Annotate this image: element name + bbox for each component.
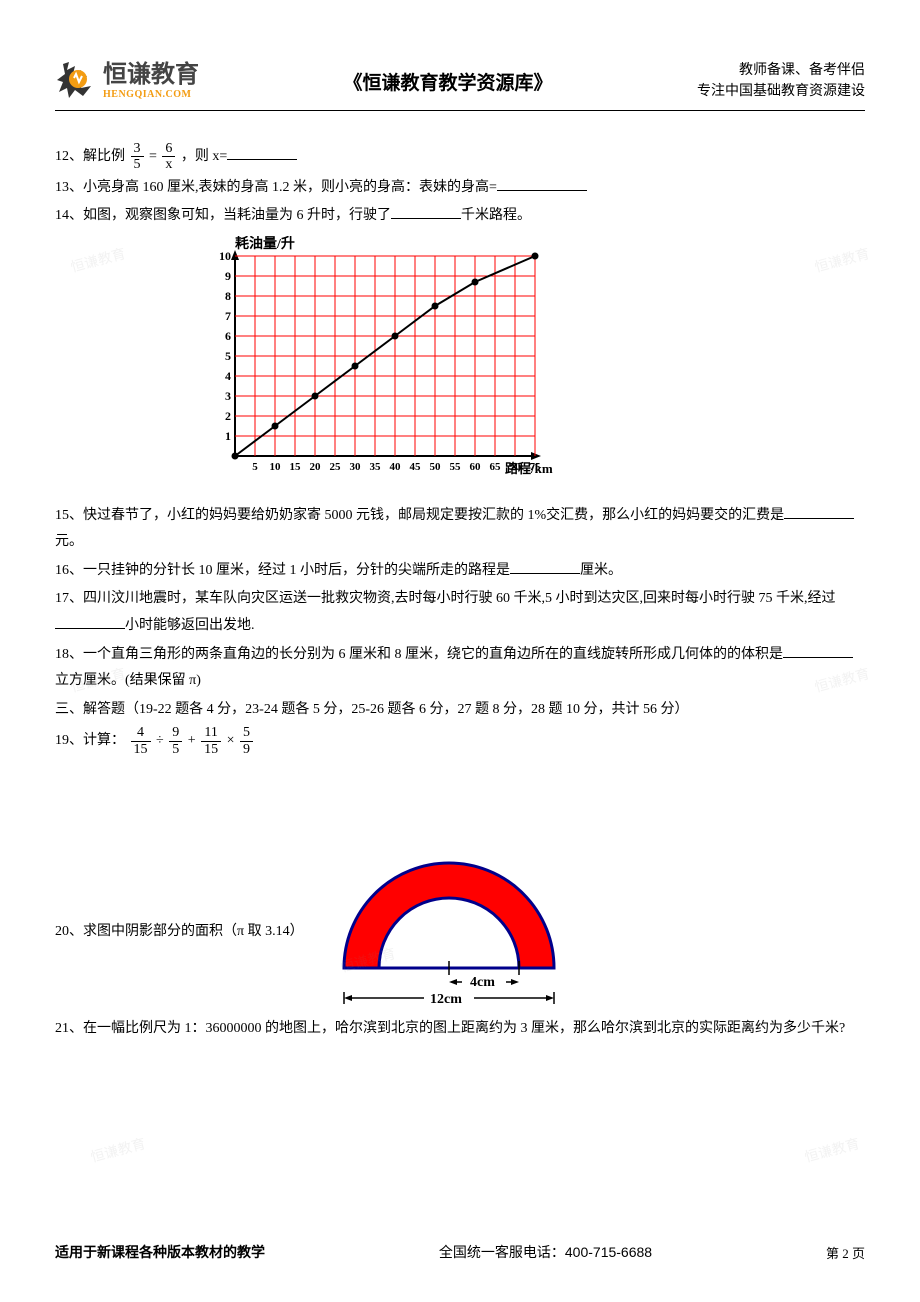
question-15: 15、快过春节了，小红的妈妈要给奶奶家寄 5000 元钱，邮局规定要按汇款的 1… [55, 503, 865, 556]
logo-subtitle: HENGQIAN.COM [103, 89, 199, 100]
svg-text:50: 50 [430, 461, 442, 473]
svg-text:2: 2 [225, 409, 231, 423]
svg-text:45: 45 [410, 461, 422, 473]
y-axis-label: 耗油量/升 [235, 236, 295, 252]
logo-text: 恒谦教育 HENGQIAN.COM [103, 62, 199, 99]
fraction: 59 [240, 725, 253, 757]
svg-text:4: 4 [225, 369, 231, 383]
inner-label: 4cm [470, 975, 495, 990]
fraction-6-x: 6x [162, 141, 175, 173]
svg-text:8: 8 [225, 289, 231, 303]
annulus-shape [344, 863, 554, 968]
svg-text:65: 65 [490, 461, 502, 473]
fraction: 415 [131, 725, 151, 757]
fraction-3-5: 35 [131, 141, 144, 173]
annulus-figure: 4cm 12cm [334, 858, 564, 1008]
svg-text:30: 30 [350, 461, 362, 473]
question-18: 18、一个直角三角形的两条直角边的长分别为 6 厘米和 8 厘米，绕它的直角边所… [55, 642, 865, 695]
footer-left: 适用于新课程各种版本教材的教学 [55, 1242, 265, 1262]
q12-suffix: ，则 x= [181, 149, 227, 164]
svg-text:5: 5 [252, 461, 258, 473]
question-16: 16、一只挂钟的分针长 10 厘米，经过 1 小时后，分针的尖端所走的路程是厘米… [55, 558, 865, 585]
svg-text:20: 20 [310, 461, 322, 473]
q12-prefix: 12、解比例 [55, 149, 125, 164]
logo-title: 恒谦教育 [103, 62, 199, 88]
question-20-row: 20、求图中阴影部分的面积（π 取 3.14） 4cm 12cm [55, 858, 865, 1008]
blank [391, 205, 461, 219]
section-3-title: 三、解答题（19-22 题各 4 分，23-24 题各 5 分，25-26 题各… [55, 697, 865, 724]
svg-text:9: 9 [225, 269, 231, 283]
svg-text:7: 7 [225, 309, 231, 323]
fraction: 95 [169, 725, 182, 757]
blank [783, 644, 853, 658]
blank [497, 177, 587, 191]
footer-page-number: 第 2 页 [826, 1243, 865, 1262]
svg-text:55: 55 [450, 461, 462, 473]
blank [55, 615, 125, 629]
blank [227, 146, 297, 160]
fraction: 1115 [201, 725, 221, 757]
page-header: 恒谦教育 HENGQIAN.COM 《恒谦教育教学资源库》 教师备课、备考伴侣 … [55, 60, 865, 111]
svg-text:10: 10 [219, 249, 231, 263]
footer-center: 全国统一客服电话：400-715-6688 [439, 1242, 652, 1262]
header-right-line1: 教师备课、备考伴侣 [697, 60, 865, 81]
outer-label: 12cm [430, 992, 462, 1007]
content: 12、解比例 35 = 6x ，则 x= 13、小亮身高 160 厘米,表妹的身… [55, 141, 865, 1043]
svg-text:15: 15 [290, 461, 302, 473]
question-17: 17、四川汶川地震时，某车队向灾区运送一批救灾物资,去时每小时行驶 60 千米,… [55, 586, 865, 639]
question-19: 19、计算： 415 ÷ 95 + 1115 × 59 [55, 725, 865, 757]
grid [231, 250, 541, 460]
question-13: 13、小亮身高 160 厘米,表妹的身高 1.2 米，则小亮的身高：表妹的身高= [55, 175, 865, 202]
page-footer: 适用于新课程各种版本教材的教学 全国统一客服电话：400-715-6688 第 … [55, 1242, 865, 1262]
svg-text:60: 60 [470, 461, 482, 473]
logo: 恒谦教育 HENGQIAN.COM [55, 60, 199, 102]
question-21: 21、在一幅比例尺为 1：36000000 的地图上，哈尔滨到北京的图上距离约为… [55, 1016, 865, 1043]
header-title: 《恒谦教育教学资源库》 [343, 68, 552, 95]
svg-text:1: 1 [225, 429, 231, 443]
x-ticks: 51015202530354045505560657075 [252, 461, 541, 473]
y-ticks: 1 2 3 4 5 6 7 8 9 10 [219, 249, 231, 443]
svg-text:6: 6 [225, 329, 231, 343]
fuel-chart-svg: 耗油量/升 12345678910 5101520253035404550556… [215, 236, 555, 486]
svg-text:40: 40 [390, 461, 402, 473]
svg-text:10: 10 [270, 461, 282, 473]
header-right-line2: 专注中国基础教育资源建设 [697, 81, 865, 102]
logo-icon [55, 60, 97, 102]
question-20: 20、求图中阴影部分的面积（π 取 3.14） [55, 919, 304, 946]
blank [510, 560, 580, 574]
svg-text:35: 35 [370, 461, 382, 473]
question-14: 14、如图，观察图象可知，当耗油量为 6 升时，行驶了千米路程。 [55, 203, 865, 230]
watermark-icon: 恒谦教育 [88, 1133, 147, 1167]
question-12: 12、解比例 35 = 6x ，则 x= [55, 141, 865, 173]
watermark-icon: 恒谦教育 [802, 1133, 861, 1167]
blank [784, 505, 854, 519]
svg-text:5: 5 [225, 349, 231, 363]
fuel-chart: 耗油量/升 12345678910 5101520253035404550556… [215, 236, 865, 497]
svg-text:3: 3 [225, 389, 231, 403]
header-right: 教师备课、备考伴侣 专注中国基础教育资源建设 [697, 60, 865, 102]
svg-text:25: 25 [330, 461, 342, 473]
x-axis-label: 路程/km [505, 461, 553, 476]
